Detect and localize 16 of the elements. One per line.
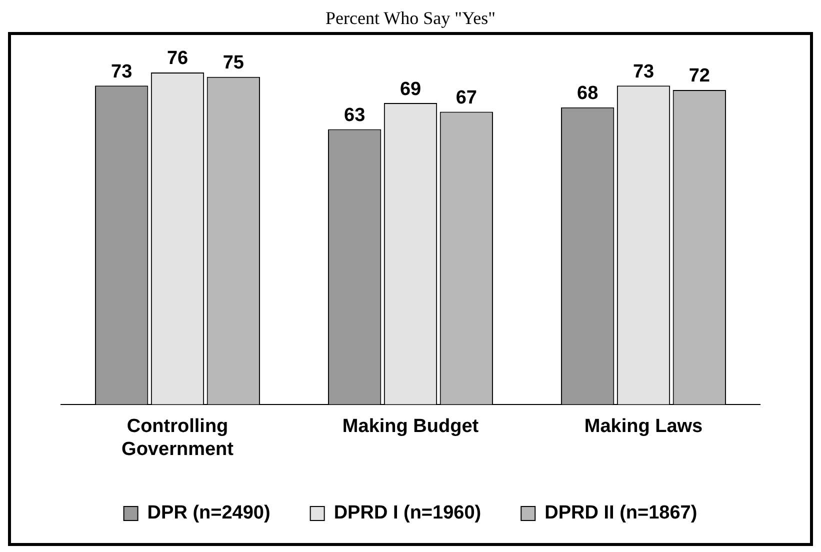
x-tick-label: Making Budget	[342, 416, 480, 438]
data-label: 63	[344, 104, 366, 126]
legend-label: DPR (n=2490)	[147, 502, 270, 524]
data-label: 67	[456, 88, 477, 109]
data-label: 76	[166, 48, 188, 70]
data-label: 68	[577, 83, 598, 104]
data-label: 73	[632, 61, 654, 82]
legend-label: DPRD II (n=1867)	[544, 502, 698, 524]
data-label: 73	[111, 61, 132, 82]
data-label: 72	[688, 66, 710, 87]
x-tick-label: Controlling Government	[122, 416, 234, 460]
data-label: 75	[222, 52, 244, 74]
data-label: 69	[400, 78, 422, 100]
chart-title: Percent Who Say "Yes"	[324, 8, 497, 30]
legend-label: DPRD I (n=1960)	[334, 502, 482, 524]
x-tick-label: Making Laws	[584, 416, 703, 438]
